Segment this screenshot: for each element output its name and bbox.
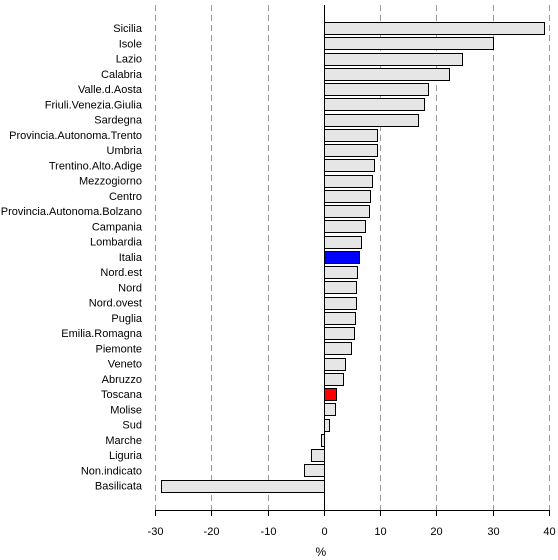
category-label: Lombardia [90,237,143,249]
bar-lazio [324,53,463,66]
bar-non-indicato [304,464,325,477]
category-label: Veneto [108,359,142,371]
category-label: Calabria [101,69,143,81]
bar-veneto [324,358,346,371]
category-label: Molise [110,404,142,416]
category-labels: Sicilia Isole Lazio Calabria Valle.d.Aosta Fr… [1,23,143,493]
bar-centro [324,190,371,203]
category-label: Provincia.Autonoma.Bolzano [1,206,142,218]
bar-mezzogiorno [324,175,373,188]
bar-calabria [324,68,450,81]
bar-basilicata [161,480,325,493]
bar-campania [324,220,366,233]
bar-puglia [324,312,356,325]
category-label: Piemonte [96,343,142,355]
bar-umbria [324,144,378,157]
bar-trentino-alto-adige [324,159,375,172]
category-label: Valle.d.Aosta [78,84,143,96]
x-axis-ticks: -30 -20 -10 0 10 20 30 40 [148,510,556,538]
category-label: Campania [92,221,143,233]
category-label: Provincia.Autonoma.Trento [9,130,142,142]
category-label: Non.indicato [81,465,142,477]
x-tick-label: 40 [543,526,555,538]
bar-emilia-romagna [324,327,355,340]
bar-molise [324,403,336,416]
bar-provincia-autonoma-trento [324,129,378,142]
category-label: Emilia.Romagna [61,328,143,340]
bar-toscana [324,388,337,401]
category-label: Lazio [116,54,142,66]
x-tick-label: -20 [204,526,220,538]
category-label: Sud [122,420,142,432]
bar-sicilia [324,22,545,35]
category-label: Nord.est [100,267,142,279]
bar-nord-est [324,266,358,279]
category-label: Mezzogiorno [79,176,142,188]
bar-friuli-venezia-giulia [324,98,425,111]
x-tick-label: -30 [148,526,164,538]
category-label: Italia [119,252,143,264]
x-tick-label: 10 [374,526,386,538]
bar-italia [324,251,360,264]
x-tick-label: 0 [321,526,327,538]
category-label: Puglia [111,313,142,325]
bar-isole [324,37,494,50]
category-label: Abruzzo [102,374,142,386]
bar-abruzzo [324,373,344,386]
category-label: Marche [105,435,142,447]
category-label: Nord [118,282,142,294]
bar-nord-ovest [324,297,357,310]
category-label: Friuli.Venezia.Giulia [45,99,143,111]
category-label: Basilicata [95,481,143,493]
bar-nord [324,281,357,294]
category-label: Sardegna [94,115,143,127]
bar-sud [324,419,330,432]
x-axis-title: % [316,545,327,559]
category-label: Umbria [107,145,143,157]
x-tick-label: -10 [261,526,277,538]
category-label: Centro [109,191,142,203]
category-label: Sicilia [113,23,143,35]
bar-sardegna [324,114,419,127]
category-label: Toscana [101,389,143,401]
category-label: Liguria [109,450,143,462]
bar-lombardia [324,236,362,249]
bar-provincia-autonoma-bolzano [324,205,370,218]
bars [161,22,545,493]
category-label: Trentino.Alto.Adige [49,160,142,172]
category-label: Nord.ovest [89,298,142,310]
x-tick-label: 20 [430,526,442,538]
bar-valle-d-aosta [324,83,429,96]
x-tick-label: 30 [487,526,499,538]
bar-liguria [311,449,325,462]
bar-piemonte [324,342,352,355]
category-label: Isole [119,38,142,50]
